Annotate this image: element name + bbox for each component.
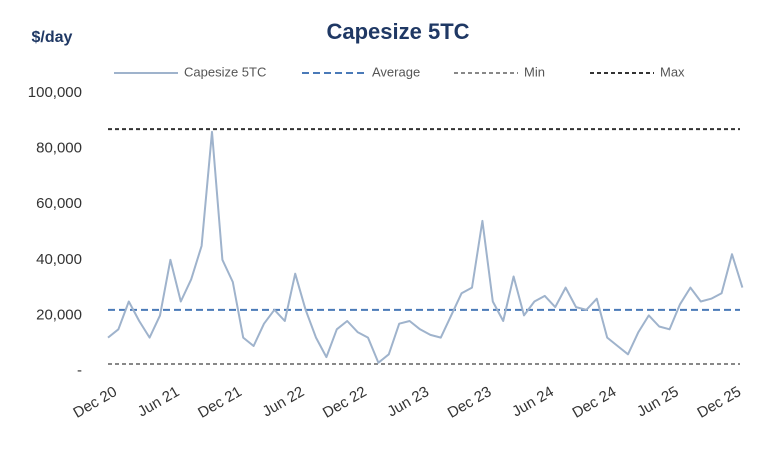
- x-tick-label: Dec 23: [445, 383, 495, 421]
- x-tick-label: Jun 21: [135, 383, 183, 420]
- series-line: [107, 130, 744, 364]
- y-axis-label: $/day: [32, 29, 73, 46]
- y-tick-label: 20,000: [36, 306, 82, 323]
- legend: Capesize 5TC Average Min Max: [114, 64, 685, 79]
- chart-title: Capesize 5TC: [326, 19, 469, 44]
- x-tick-label: Dec 25: [694, 383, 744, 421]
- legend-label: Min: [524, 64, 545, 79]
- y-tick-label: 100,000: [28, 84, 82, 101]
- y-tick-label: -: [77, 362, 82, 379]
- x-tick-label: Dec 21: [195, 383, 245, 421]
- x-tick-label: Dec 22: [320, 383, 370, 421]
- legend-label: Max: [660, 64, 685, 79]
- legend-label: Average: [372, 64, 420, 79]
- y-tick-label: 40,000: [36, 251, 82, 268]
- x-tick-label: Jun 25: [634, 383, 682, 420]
- y-tick-label: 60,000: [36, 195, 82, 212]
- x-tick-label: Dec 24: [570, 383, 620, 421]
- y-tick-label: 80,000: [36, 140, 82, 157]
- x-tick-label: Dec 20: [70, 383, 120, 421]
- x-tick-label: Jun 23: [384, 383, 432, 420]
- x-tick-label: Jun 24: [509, 383, 557, 420]
- legend-label: Capesize 5TC: [184, 64, 266, 79]
- x-tick-label: Jun 22: [260, 383, 308, 420]
